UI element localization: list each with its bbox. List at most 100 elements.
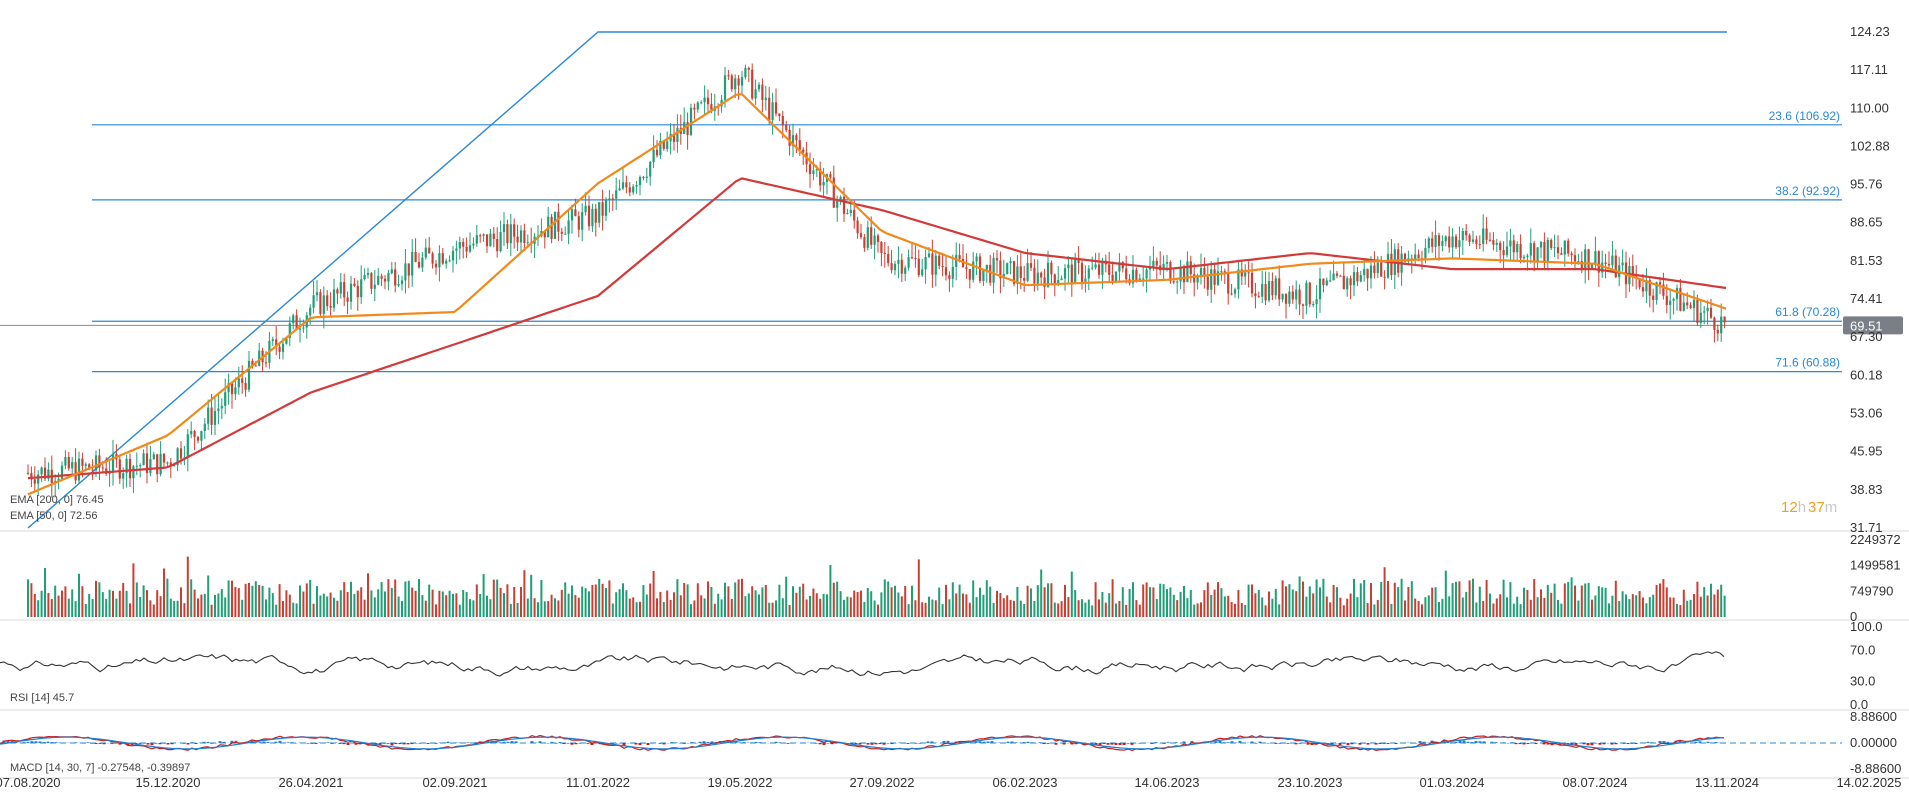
volume-bar (761, 587, 763, 617)
volume-bar (1526, 590, 1528, 617)
candle-body (1278, 278, 1280, 299)
volume-bar (523, 570, 525, 617)
volume-bar (1696, 582, 1698, 617)
volume-bar (816, 593, 818, 617)
volume-bar (1611, 596, 1613, 617)
candle-body (982, 270, 984, 281)
volume-bar (1564, 583, 1566, 617)
volume-bar (724, 583, 726, 617)
volume-bar (544, 601, 546, 617)
volume-bar (588, 591, 590, 617)
volume-bar (1346, 599, 1348, 617)
macd-y-tick: 8.88600 (1850, 709, 1897, 724)
x-tick-label: 14.06.2023 (1134, 775, 1199, 790)
candle-body (1707, 308, 1709, 312)
volume-bar (1639, 591, 1641, 617)
volume-bar (401, 601, 403, 617)
candle-body (1686, 302, 1688, 305)
volume-bar (435, 604, 437, 617)
macd-histogram-bar (1707, 742, 1710, 743)
volume-bar (370, 590, 372, 617)
candle-body (217, 408, 219, 411)
volume-bar (1013, 601, 1015, 617)
candle-body (823, 182, 825, 185)
ema200-legend[interactable]: EMA [200, 0] 76.45 (10, 494, 104, 506)
volume-bar (1040, 570, 1042, 617)
macd-histogram-bar (539, 741, 542, 743)
volume-bar (1333, 585, 1335, 617)
y-tick-label: 60.18 (1850, 367, 1883, 382)
volume-bar (1061, 601, 1063, 617)
volume-bar (1050, 583, 1052, 617)
candle-body (1142, 278, 1144, 279)
volume-bar (1499, 594, 1501, 617)
macd-histogram-bar (787, 743, 790, 744)
volume-bar (1458, 581, 1460, 617)
candle-body (1305, 283, 1307, 306)
volume-bar (1067, 597, 1069, 617)
volume-bar (670, 600, 672, 617)
macd-histogram-bar (267, 742, 270, 743)
macd-histogram-bar (191, 742, 194, 743)
fib-level-label: 23.6 (106.92) (1769, 109, 1840, 123)
candle-body (234, 387, 236, 394)
volume-bar (517, 603, 519, 617)
macd-histogram-bar (403, 743, 406, 744)
volume-bar (659, 592, 661, 617)
candle-body (809, 164, 811, 174)
candle-body (119, 459, 121, 478)
candle-body (897, 260, 899, 264)
volume-bar (170, 599, 172, 617)
candle-body (340, 282, 342, 293)
macd-histogram-bar (915, 743, 918, 744)
candle-body (741, 77, 743, 85)
volume-bar (687, 584, 689, 617)
volume-bar (1594, 595, 1596, 617)
candle-body (486, 234, 488, 246)
volume-bar (1360, 583, 1362, 617)
volume-bar (833, 583, 835, 617)
volume-bar (1047, 583, 1049, 617)
candle-body (316, 292, 318, 295)
y-tick-label: 124.23 (1850, 24, 1890, 39)
candle-body (625, 182, 627, 187)
candle-body (1496, 243, 1498, 245)
candle-body (619, 188, 621, 190)
volume-bar (972, 580, 974, 617)
macd-histogram-bar (315, 743, 318, 744)
candle-body (187, 434, 189, 457)
volume-bar (262, 586, 264, 617)
candle-body (302, 328, 304, 329)
candle-body (931, 254, 933, 275)
volume-bar (156, 590, 158, 617)
volume-bar (1016, 587, 1018, 617)
candle-body (921, 269, 923, 275)
candle-body (612, 198, 614, 199)
volume-bar (1489, 594, 1491, 617)
macd-histogram-bar (1695, 742, 1698, 743)
rsi-legend[interactable]: RSI [14] 45.7 (10, 692, 74, 704)
candle-body (1156, 261, 1158, 266)
candle-body (1173, 281, 1175, 282)
macd-legend[interactable]: MACD [14, 30, 7] -0.27548, -0.39897 (10, 762, 190, 774)
volume-bar (347, 592, 349, 617)
candle-body (1543, 242, 1545, 261)
volume-bar (1217, 582, 1219, 617)
macd-histogram-bar (823, 743, 826, 745)
ema50-legend[interactable]: EMA [50, 0] 72.56 (10, 510, 97, 522)
volume-bar (663, 602, 665, 617)
macd-histogram-bar (1419, 741, 1422, 743)
macd-histogram-bar (739, 742, 742, 743)
volume-bar (1003, 598, 1005, 617)
candle-body (1081, 263, 1083, 282)
volume-bar (741, 579, 743, 617)
candle-body (853, 210, 855, 220)
volume-bar (632, 597, 634, 617)
volume-bar (64, 586, 66, 617)
volume-bar (1370, 583, 1372, 617)
candle-body (472, 244, 474, 246)
volume-bar (1414, 599, 1416, 617)
candle-body (238, 378, 240, 387)
candle-body (129, 459, 131, 478)
